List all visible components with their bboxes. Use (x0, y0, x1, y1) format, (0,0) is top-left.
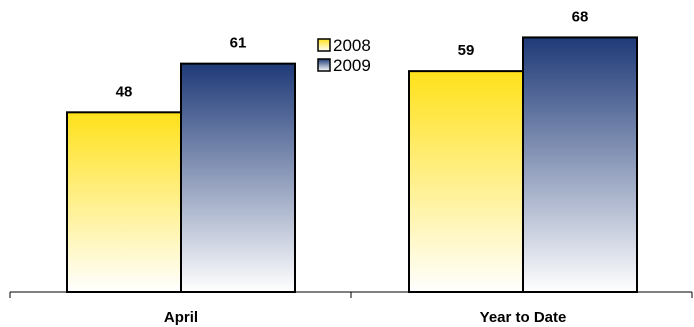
data-label-2008-april: 48 (116, 83, 133, 100)
legend-swatch-2009 (317, 58, 331, 72)
category-label-april: April (164, 309, 198, 326)
legend-swatch-2008 (317, 38, 331, 52)
bar-2008-year-to-date (408, 70, 524, 293)
legend-label-2009: 2009 (333, 56, 371, 75)
data-label-2009-year-to-date: 68 (572, 8, 589, 25)
data-label-2009-april: 61 (230, 35, 247, 52)
bar-2009-april (180, 62, 296, 294)
category-label-year-to-date: Year to Date (480, 309, 567, 326)
data-label-2008-year-to-date: 59 (458, 42, 475, 59)
bar-2008-april (66, 111, 182, 293)
legend-label-2008: 2008 (333, 36, 371, 55)
bar-2009-year-to-date (522, 36, 638, 293)
legend: 2008 2009 (317, 36, 371, 75)
